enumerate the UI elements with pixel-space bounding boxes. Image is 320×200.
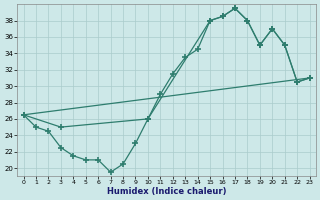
- X-axis label: Humidex (Indice chaleur): Humidex (Indice chaleur): [107, 187, 226, 196]
